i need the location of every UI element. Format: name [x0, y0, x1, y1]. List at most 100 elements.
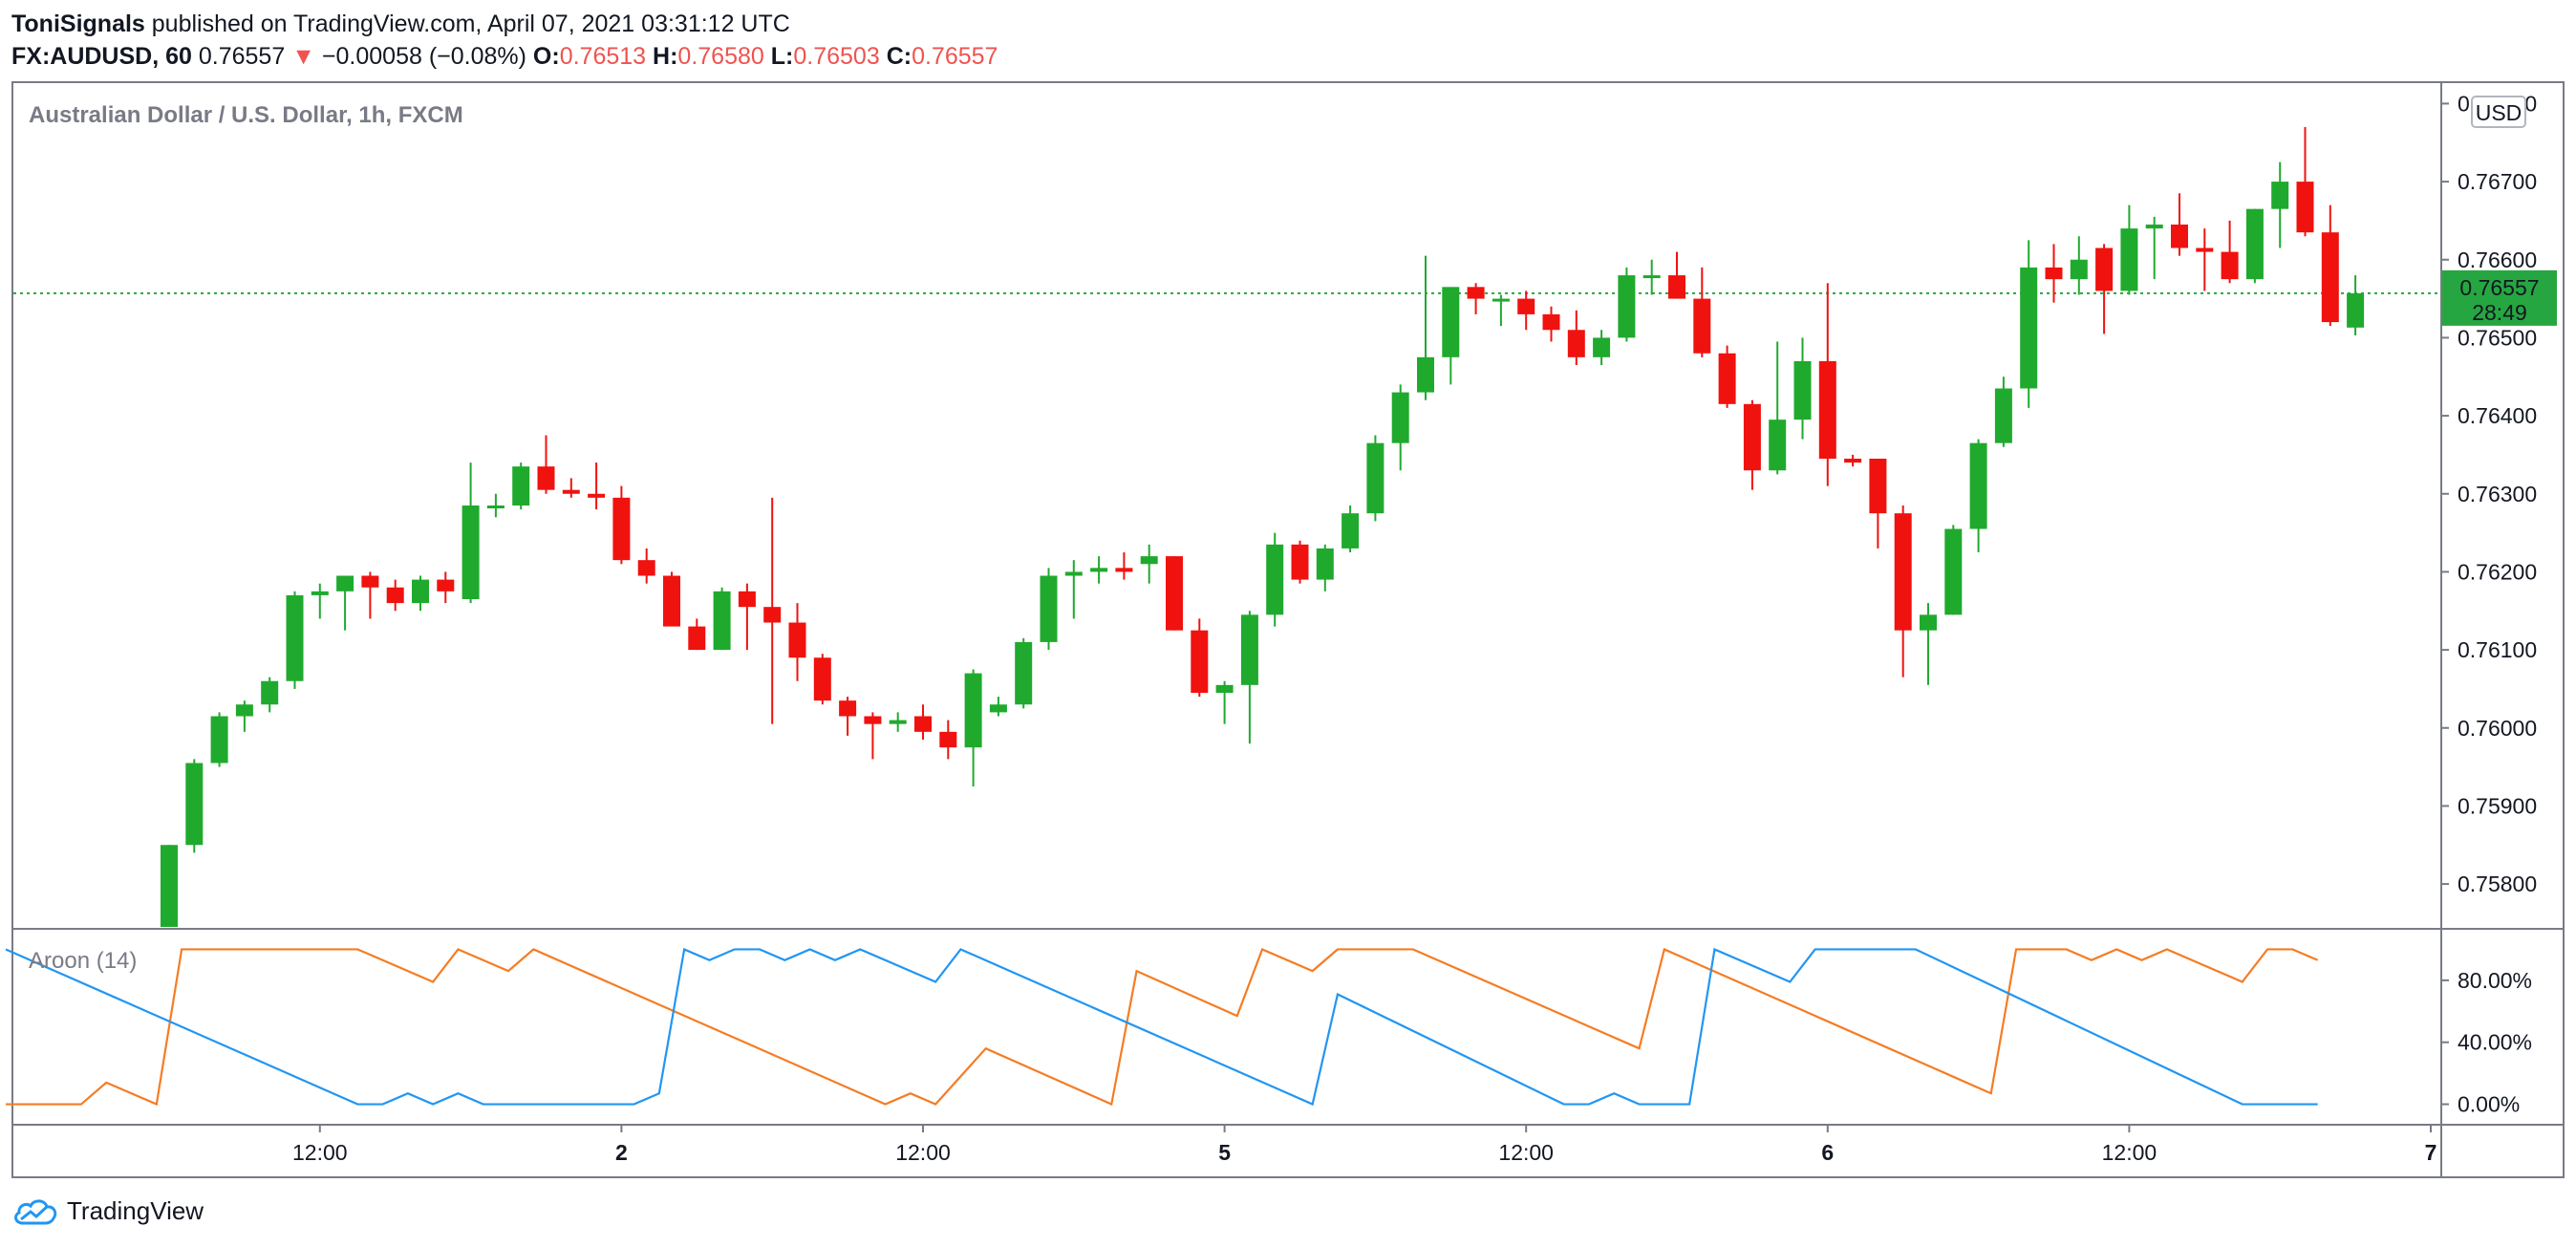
- candle-body: [1366, 442, 1385, 514]
- candle-down: [1115, 552, 1133, 580]
- candle-down: [914, 704, 932, 740]
- author-name[interactable]: ToniSignals: [11, 11, 145, 37]
- candle-up: [1793, 337, 1812, 440]
- candle-body: [1090, 568, 1108, 572]
- candle-body: [1467, 287, 1485, 299]
- candle-down: [2196, 228, 2214, 291]
- candle-body: [161, 845, 178, 927]
- chart-header: ToniSignals published on TradingView.com…: [11, 8, 2553, 73]
- candle-up: [235, 700, 253, 732]
- candle-body: [939, 731, 957, 748]
- footer-brand[interactable]: TradingView: [67, 1195, 204, 1225]
- candle-down: [637, 548, 655, 584]
- last-price-badge-label: 0.76557: [2459, 275, 2539, 300]
- candle-body: [1266, 544, 1284, 615]
- candle-body: [1391, 392, 1409, 443]
- candle-up: [1417, 255, 1434, 400]
- candle-body: [738, 591, 756, 608]
- chart-frame: [11, 81, 2565, 1178]
- low-label: L:: [770, 43, 794, 70]
- aroon-pane[interactable]: 0.00% 40.00% 80.00%: [5, 947, 2532, 1117]
- candle-body: [386, 587, 404, 604]
- open-label: O:: [532, 43, 560, 70]
- candle-body: [1793, 360, 1812, 420]
- candle-body: [2347, 292, 2365, 328]
- time-tick-label: 12:00: [1498, 1140, 1554, 1165]
- candle-up: [1642, 259, 1661, 295]
- currency-label: USD: [2476, 100, 2522, 125]
- candle-up: [1090, 556, 1108, 584]
- candle-up: [1316, 544, 1334, 592]
- candle-body: [788, 622, 806, 658]
- candle-up: [1944, 525, 1963, 615]
- candle-body: [1417, 356, 1434, 393]
- candle-body: [512, 466, 530, 506]
- candle-down: [1542, 306, 1560, 342]
- candle-body: [2020, 267, 2038, 389]
- aroon-tick-label: 0.00%: [2458, 1092, 2520, 1117]
- candle-body: [1920, 614, 1937, 631]
- price-pane[interactable]: 0.75800 0.75900 0.76000 0.76100 0.76200 0.763…: [13, 91, 2557, 938]
- candle-body: [2145, 225, 2163, 229]
- candle-body: [1693, 298, 1711, 354]
- candle-down: [537, 435, 555, 494]
- candle-body: [1492, 298, 1510, 302]
- candle-up: [1240, 611, 1258, 744]
- price-tick-label: 0.76000: [2458, 716, 2537, 741]
- candle-down: [2171, 193, 2188, 256]
- candle-body: [437, 579, 455, 592]
- candle-down: [1467, 283, 1485, 314]
- candle-down: [813, 654, 831, 705]
- candle-body: [1668, 275, 1685, 299]
- candle-down: [1517, 290, 1535, 331]
- close-label: C:: [886, 43, 912, 70]
- published-text: published on TradingView.com, April 07, …: [151, 11, 790, 37]
- candle-down: [1291, 540, 1309, 584]
- candle-up: [462, 463, 480, 604]
- candle-up: [1266, 532, 1284, 627]
- candle-body: [839, 700, 857, 717]
- candle-body: [1517, 298, 1535, 314]
- aroon-title: Aroon (14): [29, 948, 137, 974]
- last-price: 0.76557: [198, 43, 286, 70]
- time-tick-label: 2: [615, 1140, 628, 1165]
- candle-down: [939, 720, 957, 760]
- candle-down: [1191, 618, 1209, 698]
- candle-down: [788, 603, 806, 681]
- candle-body: [612, 497, 631, 561]
- candle-body: [412, 579, 429, 604]
- candle-up: [1342, 506, 1360, 552]
- candle-body: [2171, 225, 2188, 248]
- high-label: H:: [653, 43, 678, 70]
- candle-up: [2145, 216, 2163, 280]
- candle-up: [512, 463, 530, 510]
- candle-up: [412, 575, 429, 612]
- candle-body: [1040, 575, 1058, 642]
- candle-body: [311, 591, 329, 595]
- candle-body: [1894, 513, 1912, 631]
- candle-body: [1642, 275, 1661, 279]
- candle-up: [1593, 330, 1611, 365]
- price-tick-label: 0.76200: [2458, 559, 2537, 584]
- currency-badge[interactable]: USD: [2471, 96, 2526, 128]
- candle-body: [2271, 182, 2289, 209]
- aroon-series-line: [6, 947, 2319, 1107]
- candle-body: [813, 657, 831, 701]
- publish-line: ToniSignals published on TradingView.com…: [11, 8, 2553, 40]
- candle-up: [161, 845, 178, 927]
- candle-body: [1818, 360, 1836, 459]
- candle-down: [688, 618, 706, 651]
- time-tick-label: 12:00: [2102, 1140, 2157, 1165]
- close-value: 0.76557: [912, 43, 998, 70]
- candle-body: [1969, 442, 1987, 529]
- candle-down: [437, 571, 455, 604]
- candle-body: [1342, 513, 1360, 549]
- candle-body: [2095, 247, 2114, 291]
- price-change: −0.00058 (−0.08%): [321, 43, 526, 70]
- tradingview-cloud-icon: [14, 1199, 57, 1225]
- candle-body: [210, 716, 228, 764]
- aroon-series-line: [5, 947, 2318, 1107]
- candle-down: [663, 571, 680, 627]
- high-value: 0.76580: [677, 43, 764, 70]
